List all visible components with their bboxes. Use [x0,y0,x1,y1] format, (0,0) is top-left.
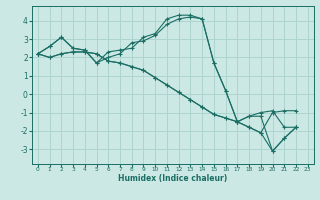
X-axis label: Humidex (Indice chaleur): Humidex (Indice chaleur) [118,174,228,183]
